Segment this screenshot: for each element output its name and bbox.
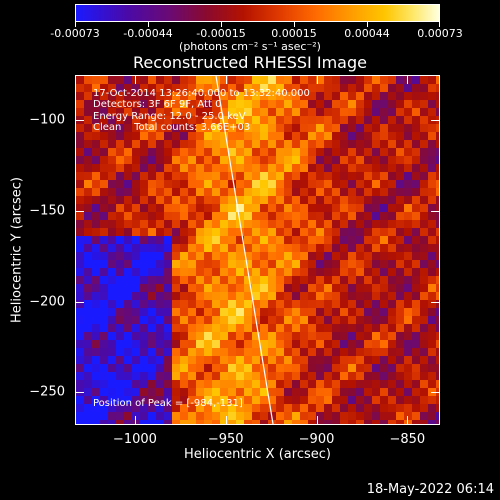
annotation-detectors: Detectors: 3F 6F 9F, Att 0 <box>93 99 222 110</box>
y-tick-label: −150 <box>29 203 65 219</box>
x-tick-mark <box>407 76 409 84</box>
rhessi-image <box>76 76 439 424</box>
y-tick-mark <box>76 211 84 212</box>
colorbar-tick-label: -0.00015 <box>196 27 246 40</box>
y-tick-label: −200 <box>29 294 65 310</box>
solar-limb-line <box>215 76 274 424</box>
x-tick-mark <box>134 416 136 424</box>
image-title: Reconstructed RHESSI Image <box>133 53 367 72</box>
y-axis-label: Heliocentric Y (arcsec) <box>9 177 25 323</box>
y-tick-mark <box>431 301 439 303</box>
colorbar-tick-label: 0.00073 <box>417 27 463 40</box>
x-tick-mark <box>407 416 409 424</box>
colorbar-tick <box>221 22 222 27</box>
x-axis-label: Heliocentric X (arcsec) <box>184 447 331 462</box>
y-tick-mark <box>431 392 439 394</box>
y-tick-label: −100 <box>29 112 65 128</box>
colorbar-units: (photons cm⁻² s⁻¹ asec⁻²) <box>179 40 321 53</box>
x-tick-mark <box>316 416 318 424</box>
solar-image-panel <box>75 75 440 425</box>
x-tick-label: −950 <box>207 432 244 447</box>
y-tick-label: −250 <box>29 384 65 400</box>
x-tick-label: −1000 <box>112 432 157 447</box>
x-tick-mark <box>225 416 227 424</box>
x-tick-label: −900 <box>298 432 335 447</box>
colorbar-tick-label: -0.00044 <box>123 27 173 40</box>
annotation-method: Clean Total counts: 3.66E+03 <box>93 122 251 133</box>
annotation-peak-position: Position of Peak = [-984,-131] <box>93 398 243 409</box>
colorbar-tick-label: 0.00044 <box>344 27 390 40</box>
x-tick-mark <box>134 76 136 84</box>
annotation-time-range: 17-Oct-2014 13:26:40.000 to 13:32:40.000 <box>93 88 310 99</box>
colorbar-tick <box>294 22 295 27</box>
x-tick-mark <box>316 76 318 84</box>
colorbar-tick <box>439 22 440 27</box>
colorbar <box>75 4 440 22</box>
annotation-energy: Energy Range: 12.0 - 25.0 keV <box>93 111 246 122</box>
colorbar-tick <box>367 22 368 27</box>
y-tick-mark <box>431 211 439 212</box>
y-tick-mark <box>431 120 439 122</box>
colorbar-tick-label: -0.00073 <box>50 27 100 40</box>
colorbar-tick <box>75 22 76 27</box>
colorbar-tick <box>148 22 149 27</box>
y-tick-mark <box>76 120 84 122</box>
y-tick-mark <box>76 301 84 303</box>
x-tick-mark <box>225 76 227 84</box>
y-tick-mark <box>76 392 84 394</box>
x-tick-label: −850 <box>389 432 426 447</box>
footer-date: 18-May-2022 06:14 <box>366 482 494 497</box>
colorbar-tick-label: 0.00015 <box>271 27 317 40</box>
